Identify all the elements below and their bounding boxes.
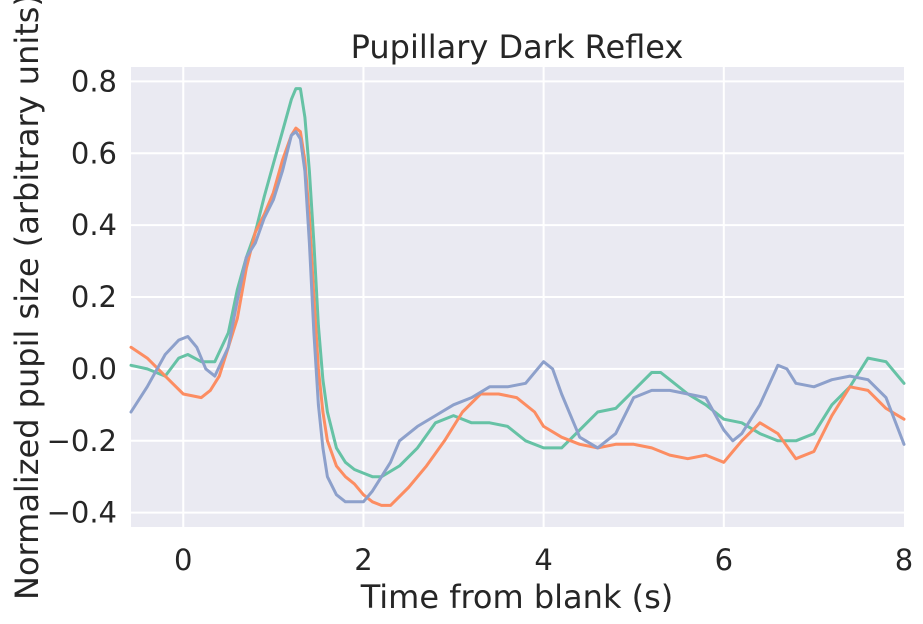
x-tick-label: 2	[354, 543, 372, 577]
y-tick-label: 0.6	[71, 136, 117, 170]
y-axis-label: Normalized pupil size (arbitrary units)	[8, 0, 46, 600]
x-tick-label: 4	[534, 543, 552, 577]
x-tick-labels: 0 2 4 6 8	[174, 543, 913, 577]
y-tick-label: 0.8	[71, 64, 117, 98]
x-tick-label: 6	[715, 543, 733, 577]
y-tick-label: 0.2	[71, 280, 117, 314]
x-axis-label: Time from blank (s)	[360, 578, 674, 616]
x-tick-label: 8	[895, 543, 913, 577]
y-tick-label: 0.4	[71, 208, 117, 242]
x-tick-label: 0	[174, 543, 192, 577]
y-tick-labels: −0.4 −0.2 0.0 0.2 0.4 0.6 0.8	[47, 64, 117, 529]
y-tick-label: −0.2	[47, 424, 117, 458]
chart-title: Pupillary Dark Reflex	[351, 28, 684, 66]
y-tick-label: 0.0	[71, 352, 117, 386]
y-tick-label: −0.4	[47, 496, 117, 530]
